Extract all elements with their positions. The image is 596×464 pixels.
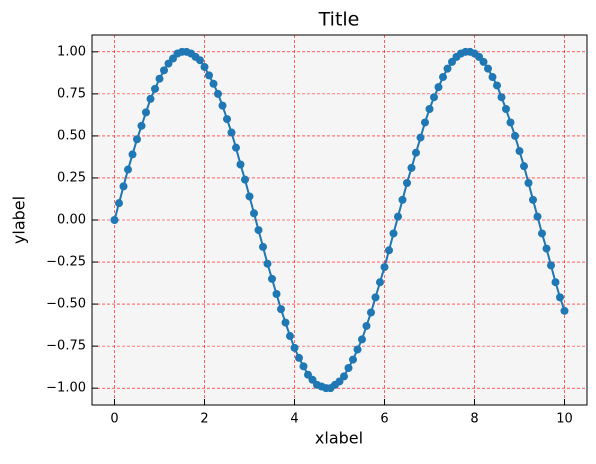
- marker: [421, 118, 429, 127]
- marker: [263, 259, 272, 268]
- x-tick-label: 6: [380, 412, 388, 427]
- marker: [119, 182, 128, 191]
- marker: [403, 179, 411, 187]
- chart-title: Title: [318, 9, 360, 31]
- marker: [371, 293, 380, 302]
- marker: [268, 274, 276, 283]
- y-tick-label: −0.75: [46, 339, 86, 354]
- marker: [425, 105, 434, 113]
- marker: [538, 229, 546, 238]
- marker: [511, 131, 519, 140]
- marker: [385, 246, 393, 255]
- marker: [529, 195, 537, 204]
- marker: [290, 343, 299, 352]
- marker: [367, 308, 375, 317]
- marker: [389, 229, 398, 238]
- marker: [349, 355, 357, 364]
- marker: [515, 147, 524, 156]
- y-tick-label: −1.00: [46, 381, 86, 396]
- marker: [115, 199, 123, 208]
- y-tick-label: 0.25: [57, 170, 86, 185]
- marker: [200, 62, 209, 71]
- marker: [124, 165, 132, 174]
- x-tick-label: 8: [470, 412, 478, 427]
- marker: [133, 135, 141, 144]
- marker: [556, 293, 564, 302]
- marker: [245, 192, 254, 201]
- marker: [146, 94, 155, 103]
- marker: [236, 160, 245, 169]
- marker: [281, 318, 290, 327]
- x-axis-label: xlabel: [315, 429, 363, 448]
- marker: [488, 73, 497, 82]
- marker: [295, 353, 303, 362]
- marker: [376, 278, 384, 287]
- marker: [407, 163, 416, 172]
- marker: [362, 321, 371, 330]
- marker: [380, 263, 389, 272]
- marker: [128, 150, 137, 159]
- marker: [151, 84, 159, 93]
- marker: [416, 133, 425, 142]
- marker: [434, 83, 443, 92]
- marker: [439, 73, 447, 82]
- y-tick-label: 0.50: [57, 128, 86, 143]
- marker: [272, 290, 281, 298]
- marker: [227, 128, 236, 137]
- y-tick-label: −0.25: [46, 255, 86, 270]
- x-tick-label: 0: [110, 412, 118, 427]
- marker: [524, 179, 533, 187]
- y-tick-label: 0.00: [57, 213, 86, 228]
- marker: [353, 345, 362, 354]
- marker: [218, 101, 227, 110]
- marker: [241, 175, 249, 184]
- marker: [110, 216, 119, 224]
- marker: [259, 242, 267, 251]
- marker: [254, 226, 263, 235]
- marker: [205, 71, 213, 80]
- marker: [394, 212, 402, 221]
- marker: [196, 56, 204, 65]
- marker: [484, 64, 492, 73]
- marker: [542, 244, 551, 253]
- x-tick-label: 4: [290, 412, 298, 427]
- y-tick-label: 0.75: [57, 86, 86, 101]
- y-axis-label: ylabel: [10, 196, 29, 244]
- marker: [137, 121, 146, 130]
- marker: [479, 57, 488, 66]
- marker: [551, 278, 560, 287]
- marker: [286, 332, 294, 341]
- x-tick-label: 10: [556, 412, 573, 427]
- marker: [547, 261, 555, 270]
- marker: [299, 362, 308, 371]
- marker: [277, 305, 285, 314]
- marker: [155, 74, 164, 83]
- marker: [520, 162, 528, 171]
- marker: [533, 212, 542, 221]
- marker: [209, 79, 218, 88]
- marker: [344, 364, 353, 372]
- marker: [223, 115, 231, 124]
- marker: [560, 306, 569, 315]
- axes-frame: [91, 34, 588, 406]
- x-tick-label: 2: [200, 412, 208, 427]
- marker: [497, 93, 506, 102]
- y-tick-label: 1.00: [57, 44, 86, 59]
- marker: [430, 93, 438, 102]
- marker: [250, 209, 258, 218]
- y-tick-label: −0.50: [46, 297, 86, 312]
- marker: [232, 143, 240, 152]
- marker: [142, 108, 150, 117]
- marker: [412, 148, 420, 157]
- marker: [160, 66, 168, 75]
- marker: [502, 105, 510, 113]
- marker: [493, 81, 501, 90]
- marker: [358, 335, 366, 344]
- marker: [506, 118, 515, 127]
- marker: [340, 372, 348, 381]
- marker: [214, 89, 222, 98]
- marker: [398, 195, 407, 204]
- marker: [443, 64, 452, 73]
